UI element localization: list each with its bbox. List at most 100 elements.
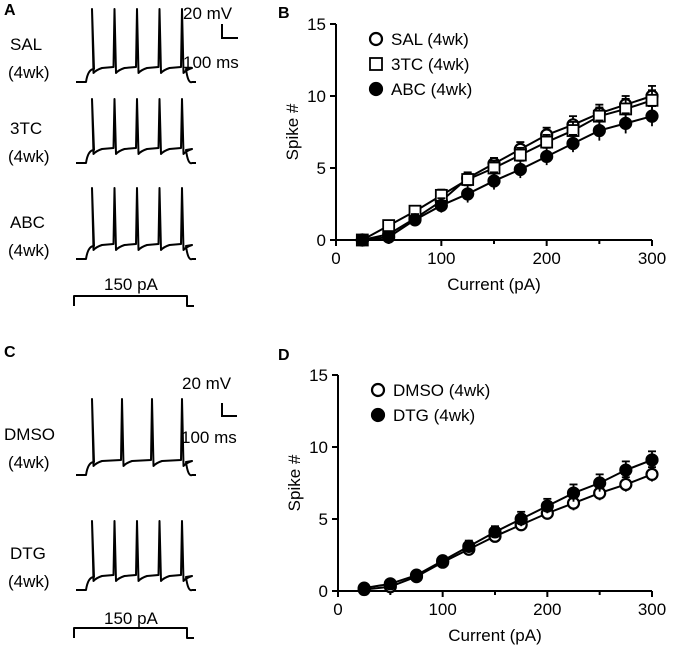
- data-point: [645, 467, 659, 481]
- legend-label: SAL (4wk): [391, 30, 469, 49]
- y-tick-label: 10: [307, 87, 326, 106]
- data-point: [383, 577, 397, 591]
- data-point: [434, 198, 448, 213]
- panel-c-traces: DMSO (4wk) DTG (4wk) 20 mV 100 ms 150 pA: [4, 374, 237, 639]
- trace-label-dmso: DMSO: [4, 425, 55, 444]
- data-point: [488, 525, 502, 539]
- data-point: [461, 187, 475, 201]
- y-axis-title: Spike #: [285, 454, 304, 511]
- trace-duration-abc: (4wk): [8, 241, 50, 260]
- stimulus-step-a: [73, 295, 194, 307]
- data-point: [593, 476, 607, 490]
- y-tick-label: 5: [319, 510, 328, 529]
- data-point: [370, 407, 386, 423]
- data-point: [461, 173, 475, 186]
- data-point: [370, 382, 386, 398]
- trace-duration-dmso: (4wk): [8, 453, 50, 472]
- voltage-trace-dmso: [76, 398, 196, 477]
- y-axis-title: Spike #: [283, 103, 302, 160]
- data-point: [436, 554, 450, 568]
- legend-label: ABC (4wk): [391, 80, 472, 99]
- legend-label: 3TC (4wk): [391, 55, 469, 74]
- data-point: [540, 149, 554, 164]
- data-point: [619, 463, 633, 477]
- legend-label: DMSO (4wk): [393, 381, 490, 400]
- stimulus-label-c: 150 pA: [104, 609, 159, 628]
- panel-letter-d: D: [278, 347, 290, 364]
- legend-D: DMSO (4wk) DTG (4wk): [370, 381, 490, 425]
- data-point: [382, 219, 396, 233]
- data-point: [619, 116, 633, 130]
- legend-label: DTG (4wk): [393, 406, 475, 425]
- series-dmso: [357, 466, 659, 597]
- trace-duration-3tc: (4wk): [8, 147, 50, 166]
- voltage-trace-abc: [76, 187, 196, 261]
- trace-label-dtg: DTG: [10, 544, 46, 563]
- y-tick-label: 15: [307, 15, 326, 34]
- data-point: [645, 93, 659, 107]
- x-tick-label: 300: [638, 600, 666, 619]
- stimulus-step-c: [73, 627, 194, 639]
- data-point: [645, 453, 659, 467]
- stimulus-label-a: 150 pA: [104, 275, 159, 294]
- data-point: [592, 123, 606, 138]
- panel-letter-c: C: [4, 344, 16, 361]
- series-line: [364, 459, 653, 590]
- y-tick-label: 0: [319, 582, 328, 601]
- data-point: [382, 230, 396, 244]
- series-line: [361, 99, 653, 241]
- x-tick-label: 0: [333, 600, 342, 619]
- scale-voltage-a: 20 mV: [183, 4, 233, 23]
- data-point: [513, 162, 527, 177]
- data-point: [619, 477, 633, 492]
- scale-time-a: 100 ms: [183, 53, 239, 72]
- data-point: [487, 174, 501, 188]
- data-point: [514, 512, 528, 526]
- trace-label-sal: SAL: [10, 35, 42, 54]
- x-axis-title: Current (pA): [448, 626, 542, 645]
- y-tick-label: 10: [309, 438, 328, 457]
- legend-B: SAL (4wk) 3TC (4wk) ABC (4wk): [368, 30, 472, 99]
- x-axis-title: Current (pA): [447, 275, 541, 294]
- data-point: [645, 109, 659, 123]
- trace-label-abc: ABC: [10, 213, 45, 232]
- chart-d: 0 5 10 15 0 100 200 300 Current (pA) Spike # DMSO …: [285, 366, 666, 645]
- scale-bar-a: [221, 24, 238, 39]
- series-abc: [355, 105, 659, 247]
- data-point: [369, 57, 383, 71]
- data-point: [566, 136, 580, 151]
- panel-letter-a: A: [4, 2, 16, 19]
- data-point: [357, 581, 371, 595]
- series-3tc: [355, 89, 659, 247]
- data-point: [368, 31, 384, 47]
- series-line: [362, 115, 653, 241]
- y-tick-label: 15: [309, 366, 328, 385]
- data-point: [408, 213, 422, 227]
- scale-bar-c: [221, 403, 237, 417]
- data-point: [355, 233, 369, 247]
- y-tick-label: 0: [317, 231, 326, 250]
- scale-voltage-c: 20 mV: [182, 374, 232, 393]
- voltage-trace-sal: [76, 8, 196, 84]
- chart-b: 0 5 10 15 0 100 200 300 Current (pA) Spike # SAL (…: [283, 15, 666, 294]
- series-dtg: [357, 450, 659, 595]
- scale-time-c: 100 ms: [181, 428, 237, 447]
- data-point: [566, 486, 581, 500]
- trace-label-3tc: 3TC: [10, 119, 42, 138]
- data-point: [462, 539, 476, 553]
- trace-duration-dtg: (4wk): [8, 572, 50, 591]
- data-point: [409, 568, 424, 582]
- x-tick-label: 100: [427, 249, 455, 268]
- series-sal: [355, 85, 659, 247]
- x-tick-label: 200: [533, 600, 561, 619]
- voltage-trace-dtg: [76, 520, 196, 592]
- y-tick-label: 5: [317, 159, 326, 178]
- x-tick-label: 0: [331, 249, 340, 268]
- x-tick-label: 300: [638, 249, 666, 268]
- data-point: [513, 148, 527, 162]
- series-line: [364, 473, 653, 591]
- x-tick-label: 100: [428, 600, 456, 619]
- data-point: [540, 135, 554, 149]
- data-point: [368, 81, 384, 97]
